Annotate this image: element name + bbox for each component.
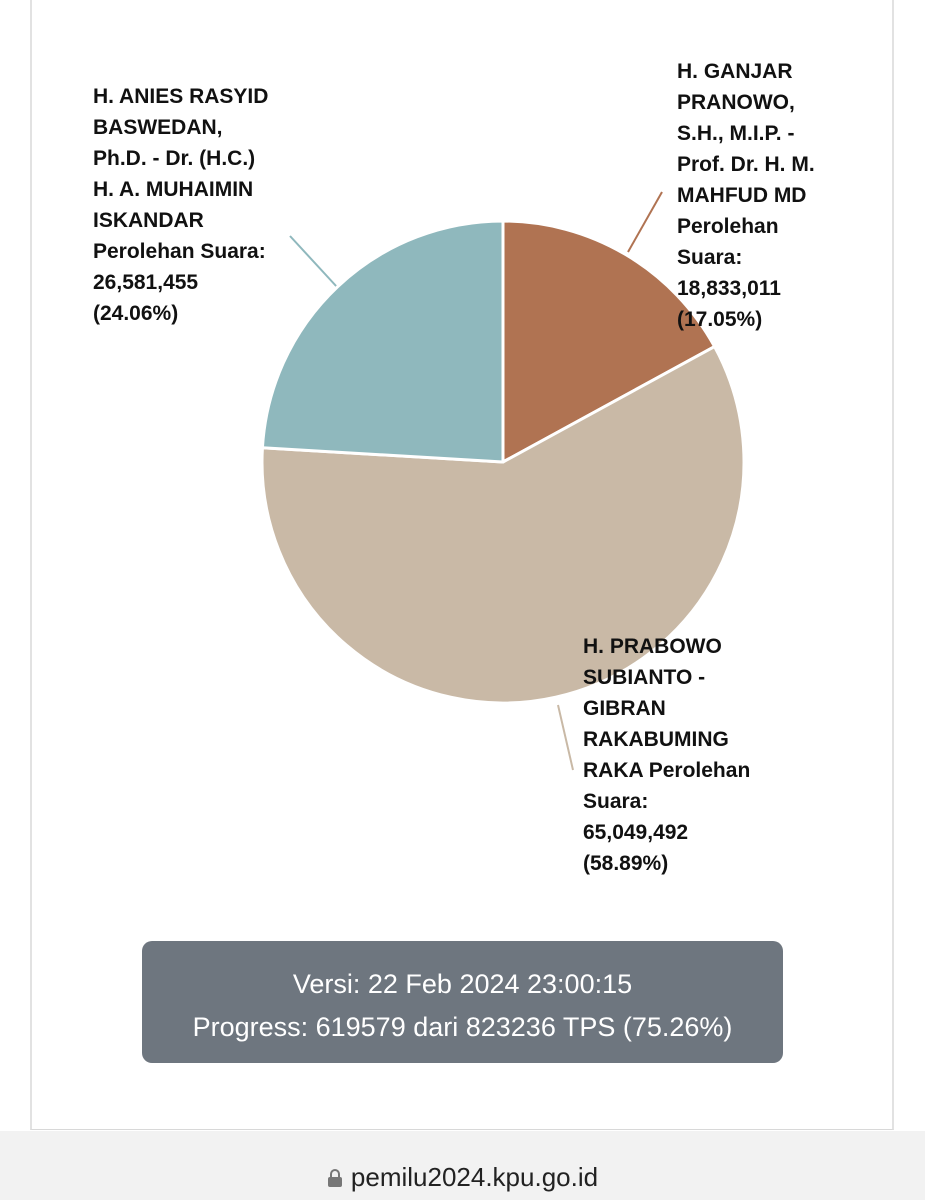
label-prefix: Perolehan Suara: — [93, 240, 266, 263]
percent-label: (17.05%) — [677, 308, 763, 331]
info-box: Versi: 22 Feb 2024 23:00:15 Progress: 61… — [142, 941, 783, 1063]
vote-count: 65,049,492 — [583, 821, 689, 844]
content-frame — [30, 0, 894, 1130]
url-text: pemilu2024.kpu.go.id — [350, 1162, 599, 1192]
slice-label: H. GANJAR PRANOWO, S.H., M.I.P. - Prof. … — [677, 56, 842, 335]
browser-bar — [0, 1131, 925, 1200]
leader-line — [627, 191, 663, 253]
slice-name: H. GANJAR PRANOWO, S.H., M.I.P. - Prof. … — [677, 60, 815, 207]
version-text: Versi: 22 Feb 2024 23:00:15 — [292, 969, 633, 999]
slice-name: H. PRABOWO SUBIANTO - GIBRAN RAKABUMING … — [583, 635, 729, 782]
slice-name: H. ANIES RASYID BASWEDAN, Ph.D. - Dr. (H… — [93, 85, 269, 232]
slice-label: H. ANIES RASYID BASWEDAN, Ph.D. - Dr. (H… — [93, 81, 281, 329]
leader-line — [557, 704, 574, 771]
lock-icon — [327, 1169, 342, 1187]
percent-label: (24.06%) — [93, 302, 179, 325]
pie-slice — [260, 219, 505, 464]
url-bar[interactable]: pemilu2024.kpu.go.id — [0, 1162, 925, 1193]
progress-text: Progress: 619579 dari 823236 TPS (75.26%… — [192, 1012, 733, 1042]
pie-slice — [260, 345, 746, 705]
pie-slice — [501, 219, 717, 464]
vote-count: 18,833,011 — [677, 277, 781, 300]
label-prefix: Perolehan Suara: — [583, 759, 751, 813]
leader-line — [289, 235, 338, 288]
label-prefix: Perolehan Suara: — [677, 215, 779, 269]
percent-label: (58.89%) — [583, 852, 669, 875]
chart — [260, 191, 746, 771]
vote-count: 26,581,455 — [93, 271, 199, 294]
slice-label: H. PRABOWO SUBIANTO - GIBRAN RAKABUMING … — [583, 631, 755, 879]
